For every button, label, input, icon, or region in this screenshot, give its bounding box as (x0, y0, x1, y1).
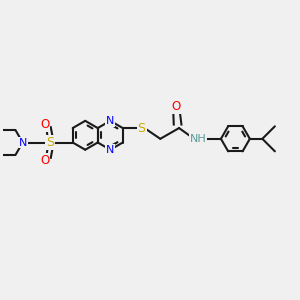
Text: O: O (172, 100, 181, 113)
Text: N: N (106, 145, 114, 155)
Text: NH: NH (190, 134, 206, 144)
Text: O: O (40, 154, 50, 167)
Text: S: S (137, 122, 146, 135)
Text: N: N (19, 137, 27, 148)
Text: O: O (40, 118, 50, 131)
Text: N: N (106, 116, 114, 126)
Text: S: S (46, 136, 54, 149)
